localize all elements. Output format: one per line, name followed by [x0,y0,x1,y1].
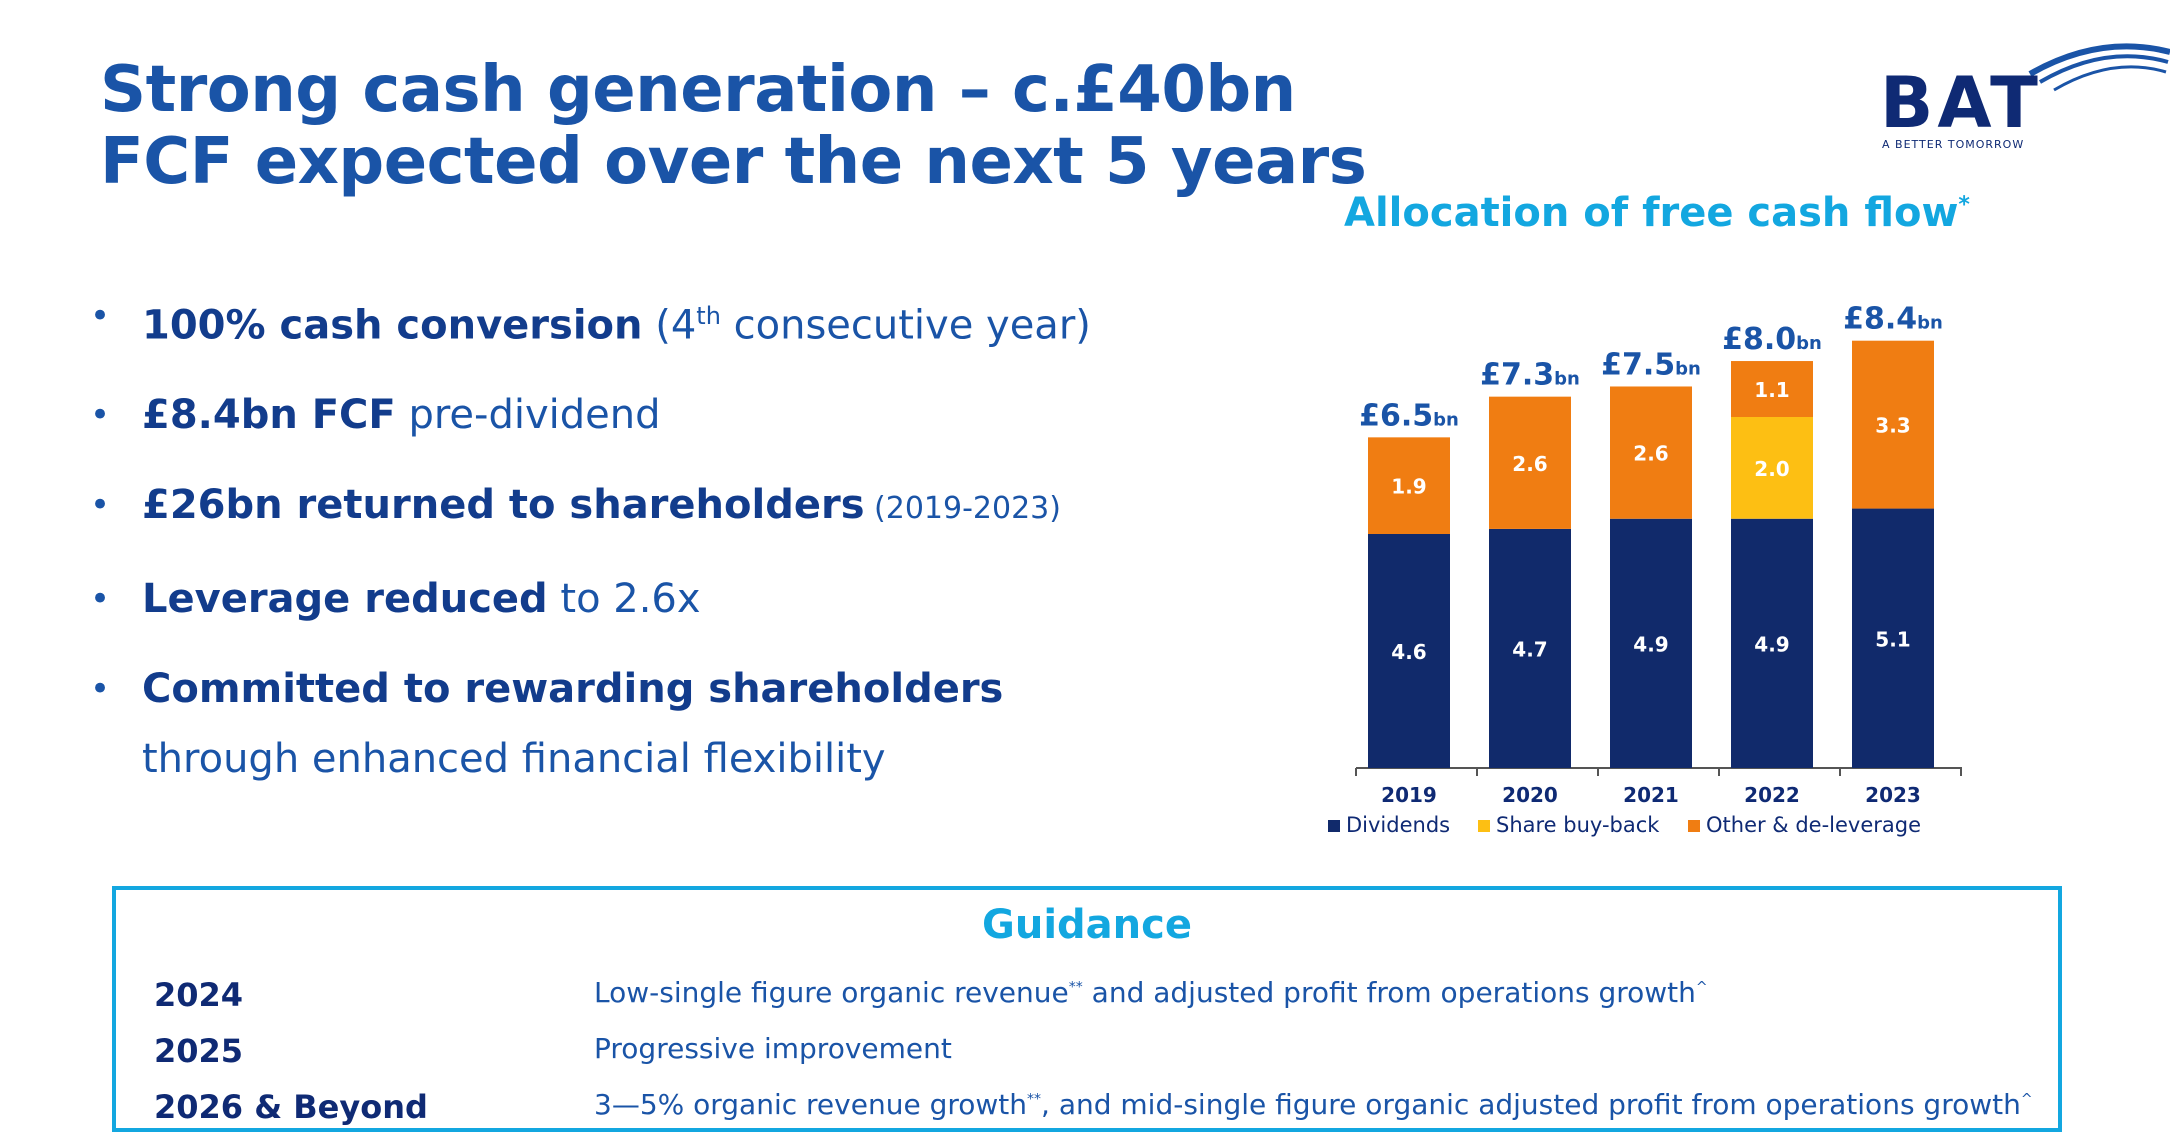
guidance-text-part: Low-single figure organic revenue [594,976,1069,1009]
bar-segment [1731,361,1813,417]
guidance-year: 2024 [154,976,244,1014]
bullet-text: (4 [642,302,697,349]
guidance-sup: ** [1027,1091,1042,1108]
bullet-returned: • £26bn returned to shareholders (2019-2… [90,481,1190,533]
data-label: 4.9 [1754,632,1789,656]
data-label: 2.6 [1512,452,1547,476]
guidance-row: 2026 & Beyond 3—5% organic revenue growt… [154,1088,2054,1138]
bullet-bold: 100% cash conversion [142,302,643,349]
bar-segment [1731,417,1813,519]
bullet-text: pre-dividend [395,392,661,439]
logo-wordmark: BAT [1880,62,2042,144]
x-tick-label: 2021 [1623,783,1679,807]
bullet-dot-icon: • [90,485,111,526]
guidance-title: Guidance [982,902,1192,948]
data-label: 3.3 [1875,414,1910,438]
bullet-dot-icon: • [90,395,111,436]
bullet-text: to 2.6x [547,576,701,623]
total-label: £7.5bn [1601,347,1701,382]
data-label: 4.7 [1512,637,1547,661]
guidance-text: Low-single figure organic revenue** and … [594,976,1708,1009]
guidance-text-part: 3—5% organic revenue growth [594,1088,1028,1121]
bar-segment [1610,518,1692,768]
guidance-text-part: and adjusted profit from operations grow… [1082,976,1696,1009]
logo-tagline: A BETTER TOMORROW [1882,138,2025,151]
x-tick-label: 2022 [1744,783,1800,807]
bullet-cash-conversion: • 100% cash conversion (4th consecutive … [90,292,1190,349]
guidance-sup: ** [1068,979,1083,996]
total-label: £6.5bn [1359,398,1459,433]
bat-logo: BAT A BETTER TOMORROW [1880,34,2170,154]
guidance-row: 2024 Low-single figure organic revenue**… [154,976,2054,1026]
legend-swatch [1688,820,1700,832]
x-tick-label: 2023 [1865,783,1921,807]
bar-segment [1489,528,1571,768]
total-label: £8.4bn [1843,302,1943,337]
bar-segment [1368,534,1450,768]
page-title: Strong cash generation – c.£40bn FCF exp… [100,53,1367,199]
x-tick-label: 2020 [1502,783,1558,807]
x-tick-label: 2019 [1381,783,1437,807]
guidance-year: 2026 & Beyond [154,1088,428,1126]
bullet-text: consecutive year) [720,302,1091,349]
bullet-list: • 100% cash conversion (4th consecutive … [90,292,1190,825]
data-label: 1.1 [1754,378,1789,402]
bar-segment [1852,340,1934,509]
bar-segment [1852,508,1934,768]
bullet-sup: th [696,302,721,330]
bar-segment [1368,437,1450,534]
guidance-year: 2025 [154,1032,244,1070]
guidance-sup: ^ [1695,979,1708,996]
bullet-bold: Committed to rewarding shareholders [142,666,1004,713]
bullet-dot-icon: • [90,296,111,336]
data-label: 4.6 [1391,640,1426,664]
bullet-dot-icon: • [90,669,111,710]
data-label: 4.9 [1633,632,1668,656]
bullet-bold: Leverage reduced [142,576,548,623]
total-label: £8.0bn [1722,322,1822,357]
data-label: 2.6 [1633,442,1668,466]
bullet-bold: £8.4bn FCF [142,392,396,439]
chart-title-text: Allocation of free cash flow [1344,190,1959,236]
bullet-leverage: • Leverage reduced to 2.6x [90,575,1190,623]
bullet-dot-icon: • [90,579,111,620]
bullet-text: through enhanced financial flexibility [142,736,886,783]
chart-title: Allocation of free cash flow* [1344,190,1970,236]
guidance-box: Guidance 2024 Low-single figure organic … [112,886,2062,1132]
bullet-text: (2019-2023) [864,491,1061,527]
guidance-text-part: Progressive improvement [594,1032,952,1065]
guidance-row: 2025 Progressive improvement [154,1032,2054,1082]
legend-swatch [1478,820,1490,832]
bar-segment [1731,518,1813,768]
legend-label: Share buy-back [1496,813,1660,837]
data-label: 1.9 [1391,475,1426,499]
data-label: 5.1 [1875,627,1910,651]
guidance-text-part: , and mid-single figure organic adjusted… [1041,1088,2021,1121]
bullet-fcf: • £8.4bn FCF pre-dividend [90,391,1190,439]
legend-label: Other & de-leverage [1706,813,1921,837]
swoosh-icon [2028,43,2170,92]
guidance-text: 3—5% organic revenue growth**, and mid-s… [594,1088,2033,1121]
total-label: £7.3bn [1480,358,1580,393]
guidance-sup: ^ [2020,1091,2033,1108]
legend-label: Dividends [1346,813,1450,837]
bar-segment [1489,396,1571,529]
guidance-text: Progressive improvement [594,1032,952,1065]
bar-segment [1610,386,1692,519]
chart-title-mark: * [1958,192,1970,218]
fcf-allocation-chart: 4.6 1.9 £6.5bn 2019 4.7 2.6 £7.3bn 2020 4.9 2.6 £7… [1328,302,1962,837]
bullet-bold: £26bn returned to shareholders [142,482,865,529]
bullet-committed: • Committed to rewarding shareholders th… [90,665,1190,783]
data-label: 2.0 [1754,457,1789,481]
legend-swatch [1328,820,1340,832]
